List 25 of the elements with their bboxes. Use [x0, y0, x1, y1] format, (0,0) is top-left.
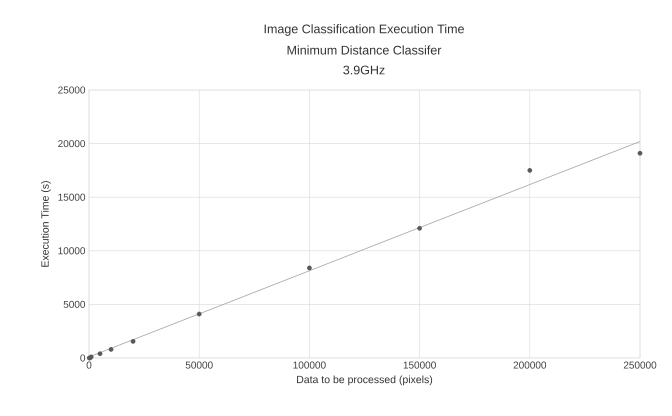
point	[108, 347, 114, 352]
point	[638, 150, 642, 156]
y-axis-title: Execution Time (s)	[41, 181, 51, 267]
chart-subtitle: Minimum Distance Classifer	[288, 45, 442, 55]
x-tick-label: 150000	[404, 362, 436, 369]
x-tick-label: 250000	[624, 362, 656, 369]
y-tick-label: 15000	[58, 194, 86, 201]
text: 3.9GHz	[343, 66, 385, 74]
point	[98, 351, 102, 356]
point	[307, 266, 312, 270]
point	[527, 168, 532, 173]
x-tick-label: 200000	[514, 362, 546, 369]
point	[130, 338, 136, 344]
y-tick-label: 10000	[58, 247, 86, 254]
point	[196, 312, 202, 316]
y-tick-label: 25000	[58, 86, 86, 94]
chart-title: Image Classification Execution Time	[264, 24, 464, 36]
x-tick-label: 0	[86, 362, 92, 369]
point	[417, 226, 422, 231]
y-tick-label: 0	[80, 354, 86, 362]
y-tick-label: 5000	[64, 300, 86, 308]
y-tick-label: 20000	[58, 140, 86, 148]
x-axis-title: Data to be processed (pixels)	[297, 375, 432, 386]
x-tick-label: 50000	[186, 362, 213, 369]
x-tick-label: 100000	[293, 362, 326, 369]
